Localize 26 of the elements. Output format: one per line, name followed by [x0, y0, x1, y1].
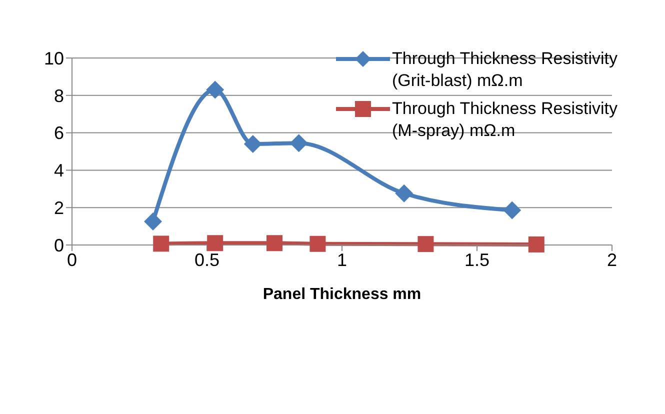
point: [503, 201, 522, 220]
point: [207, 235, 224, 252]
y-tick-label: 8: [54, 86, 64, 106]
x-tick-label: 2: [606, 250, 618, 270]
point: [310, 236, 326, 252]
point: [266, 235, 282, 252]
point: [528, 236, 544, 252]
legend-label: Through Thickness Resistivity (Grit-blast) mΩ.m: [392, 48, 618, 92]
x-tick-label: 0: [66, 250, 78, 270]
y-tick-label: 10: [44, 48, 64, 68]
y-tick-label: 6: [54, 123, 64, 144]
x-tick-label: 1.5: [464, 250, 490, 270]
point: [290, 134, 308, 152]
x-tick-label: 1: [336, 250, 348, 270]
point: [144, 212, 162, 230]
point: [418, 236, 434, 252]
y-tick-label: 4: [54, 160, 64, 181]
x-tick-label: 0.5: [194, 250, 220, 270]
point: [153, 236, 170, 252]
legend-label: Through Thickness Resistivity (M-spray) mΩ.m: [392, 98, 618, 142]
point: [206, 80, 224, 99]
point: [244, 135, 262, 154]
y-tick-label: 0: [54, 235, 64, 256]
point: [395, 184, 414, 202]
x-axis-title: Panel Thickness mm: [262, 286, 422, 303]
y-tick-label: 2: [54, 198, 64, 218]
